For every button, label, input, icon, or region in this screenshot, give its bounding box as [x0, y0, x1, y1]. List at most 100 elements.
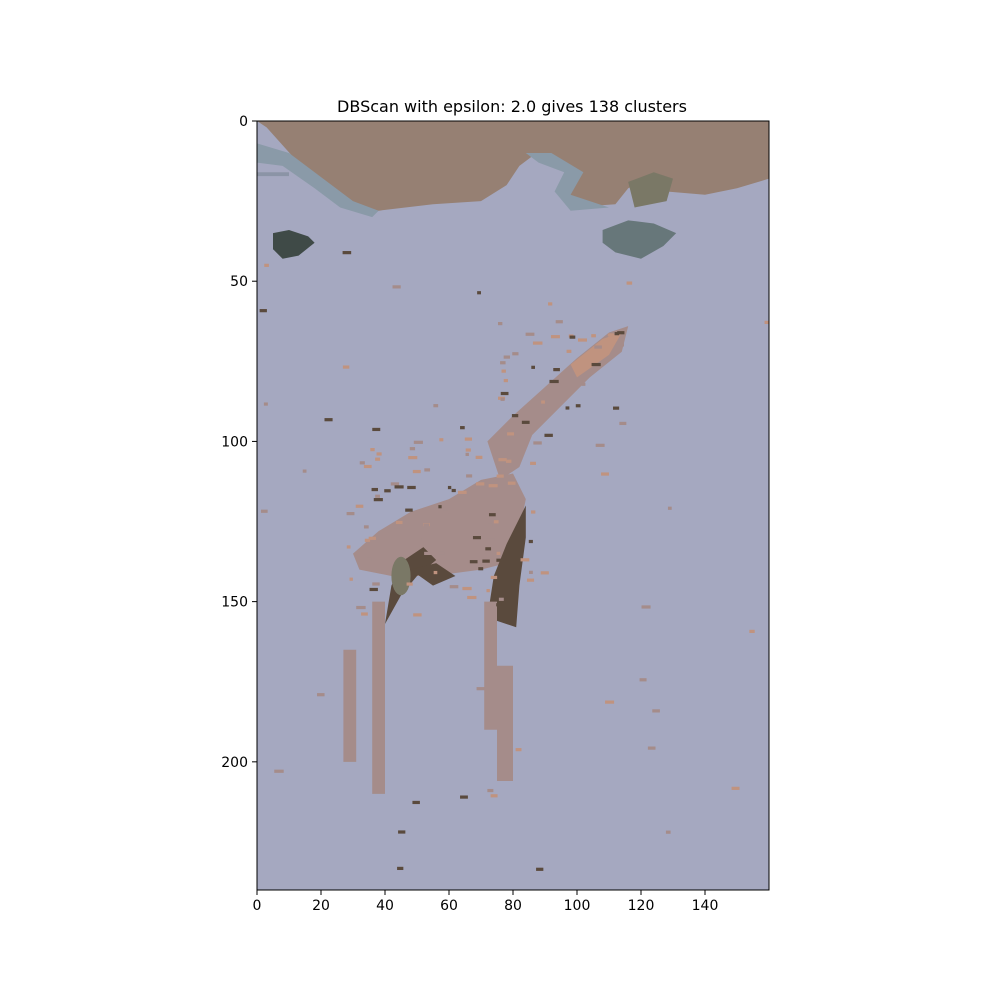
speckle — [317, 693, 325, 697]
speckle — [372, 427, 381, 432]
speckle — [394, 485, 404, 489]
speckle — [475, 455, 483, 459]
y-tick-label: 0 — [239, 114, 248, 130]
speckle — [376, 452, 382, 456]
speckle — [641, 605, 651, 609]
speckle — [413, 440, 423, 444]
dark-blob — [273, 229, 315, 259]
speckle — [601, 472, 609, 476]
speckle — [591, 334, 596, 338]
speckle — [506, 459, 512, 463]
speckle — [393, 525, 401, 529]
speckle — [652, 709, 660, 713]
speckle — [550, 335, 560, 339]
speckle — [605, 700, 615, 704]
speckle — [581, 382, 586, 386]
speckle — [438, 505, 442, 509]
speckle — [412, 800, 420, 805]
speckle — [731, 786, 740, 790]
speckle — [665, 830, 671, 834]
speckle — [366, 557, 372, 561]
speckle — [361, 612, 368, 616]
leg-2 — [372, 601, 385, 794]
speckle — [531, 510, 536, 514]
speckle — [356, 605, 366, 610]
speckle — [363, 525, 369, 529]
speckle — [395, 520, 403, 525]
body-dark-belly — [410, 563, 456, 586]
speckle — [619, 421, 627, 426]
speckle — [372, 582, 380, 586]
speckle — [274, 769, 284, 773]
head-region — [570, 332, 622, 378]
speckle — [577, 338, 587, 342]
speckle — [413, 613, 422, 617]
speckle — [415, 538, 422, 542]
speckle — [264, 263, 269, 267]
x-tick-label: 140 — [692, 898, 719, 914]
speckle — [565, 406, 570, 410]
speckle — [487, 523, 493, 527]
speckle — [531, 365, 535, 369]
speckle — [485, 547, 492, 551]
speckle — [553, 368, 560, 372]
speckle — [464, 437, 473, 441]
ridge-olive-patch — [628, 172, 673, 208]
speckle — [515, 748, 522, 752]
speckle — [438, 551, 445, 555]
speckle — [355, 504, 364, 508]
grey-green-blob — [602, 220, 677, 259]
speckle — [390, 482, 400, 486]
speckle — [749, 629, 755, 634]
speckle — [541, 400, 545, 404]
speckle — [566, 349, 572, 353]
speckle — [466, 474, 473, 478]
x-tick-label: 120 — [628, 898, 655, 914]
speckle — [496, 603, 502, 607]
speckle — [520, 558, 530, 562]
speckle — [512, 352, 519, 356]
speckle — [569, 335, 576, 339]
speckle — [406, 582, 413, 586]
speckle — [530, 461, 536, 465]
speckle — [423, 523, 430, 527]
ridge-line — [257, 172, 289, 177]
speckle — [465, 530, 472, 534]
speckle — [478, 567, 484, 571]
speckle — [349, 577, 353, 581]
body-region — [353, 473, 526, 576]
speckle — [469, 560, 478, 564]
speckle — [500, 361, 506, 365]
speckle — [371, 487, 378, 492]
speckle — [465, 452, 469, 457]
speckle — [375, 457, 381, 461]
speckle — [465, 448, 471, 452]
ridge-region — [257, 121, 769, 211]
speckle — [549, 379, 559, 384]
speckle — [488, 513, 496, 517]
speckle — [493, 520, 499, 524]
speckle — [511, 414, 519, 418]
speckle — [467, 595, 477, 600]
speckle — [482, 559, 490, 563]
speckle — [392, 285, 401, 289]
speckle — [536, 867, 544, 871]
speckle — [501, 369, 506, 373]
y-tick-label: 50 — [230, 274, 248, 290]
speckle — [363, 464, 372, 469]
speckle — [626, 281, 633, 285]
speckle — [375, 494, 380, 498]
speckle — [486, 589, 490, 593]
speckle — [614, 332, 620, 336]
y-tick-label: 150 — [221, 595, 248, 611]
speckle — [359, 461, 365, 465]
speckle — [302, 469, 307, 473]
speckle — [526, 578, 535, 582]
speckle — [449, 585, 459, 589]
speckle — [460, 795, 468, 799]
speckle — [647, 746, 656, 750]
y-tick-label: 100 — [221, 434, 248, 450]
speckle — [346, 545, 351, 549]
ridge-edge — [257, 143, 379, 218]
